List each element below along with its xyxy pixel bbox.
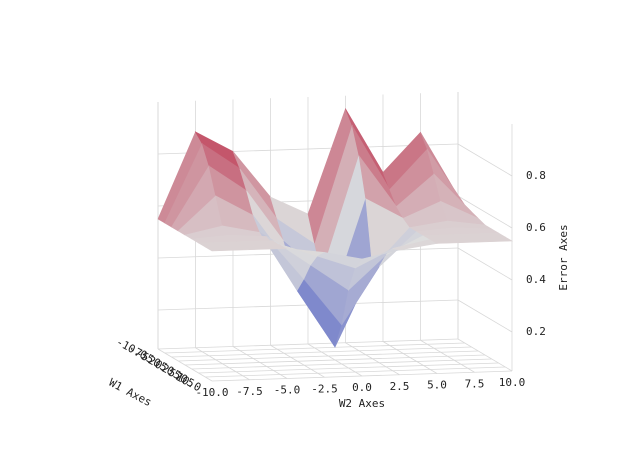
z-tick-label: 0.6: [526, 221, 546, 234]
x-tick-label: 0.0: [352, 381, 372, 394]
grid-line: [211, 370, 513, 382]
z-tick-label: 0.2: [526, 325, 546, 338]
z-tick-label: 0.8: [526, 169, 546, 182]
x-tick-label: 2.5: [390, 380, 410, 393]
x-tick-label: -10.0: [195, 386, 228, 399]
grid-line: [457, 143, 513, 177]
grid-line: [457, 195, 513, 229]
x-tick-label: 7.5: [465, 377, 485, 390]
grid-line: [164, 342, 465, 354]
surface-patch: [429, 237, 476, 244]
grid-line: [157, 338, 459, 350]
grid-line: [457, 299, 513, 333]
z-axis-label: Error Axes: [557, 224, 570, 290]
x-tick-label: 10.0: [499, 376, 526, 389]
grid-line: [191, 358, 492, 370]
grid-line: [205, 366, 506, 378]
x-tick-label: -5.0: [274, 384, 301, 397]
surface-patch: [241, 244, 289, 251]
grid-line: [184, 354, 486, 366]
y-axis-label: W1 Axes: [107, 376, 154, 409]
surface-patch: [466, 236, 514, 243]
x-tick-label: -7.5: [236, 385, 263, 398]
grid-line: [457, 247, 513, 281]
x-tick-label: -2.5: [311, 382, 338, 395]
surface-patch: [204, 245, 251, 252]
grid-line: [178, 350, 479, 362]
x-axis-label: W2 Axes: [339, 397, 385, 410]
grid-line: [171, 346, 472, 358]
x-tick-label: 5.0: [427, 379, 447, 392]
grid-line: [198, 362, 499, 374]
z-tick-label: 0.4: [526, 273, 546, 286]
y-tick-label: 10.0: [174, 370, 204, 394]
surface: [157, 107, 514, 348]
